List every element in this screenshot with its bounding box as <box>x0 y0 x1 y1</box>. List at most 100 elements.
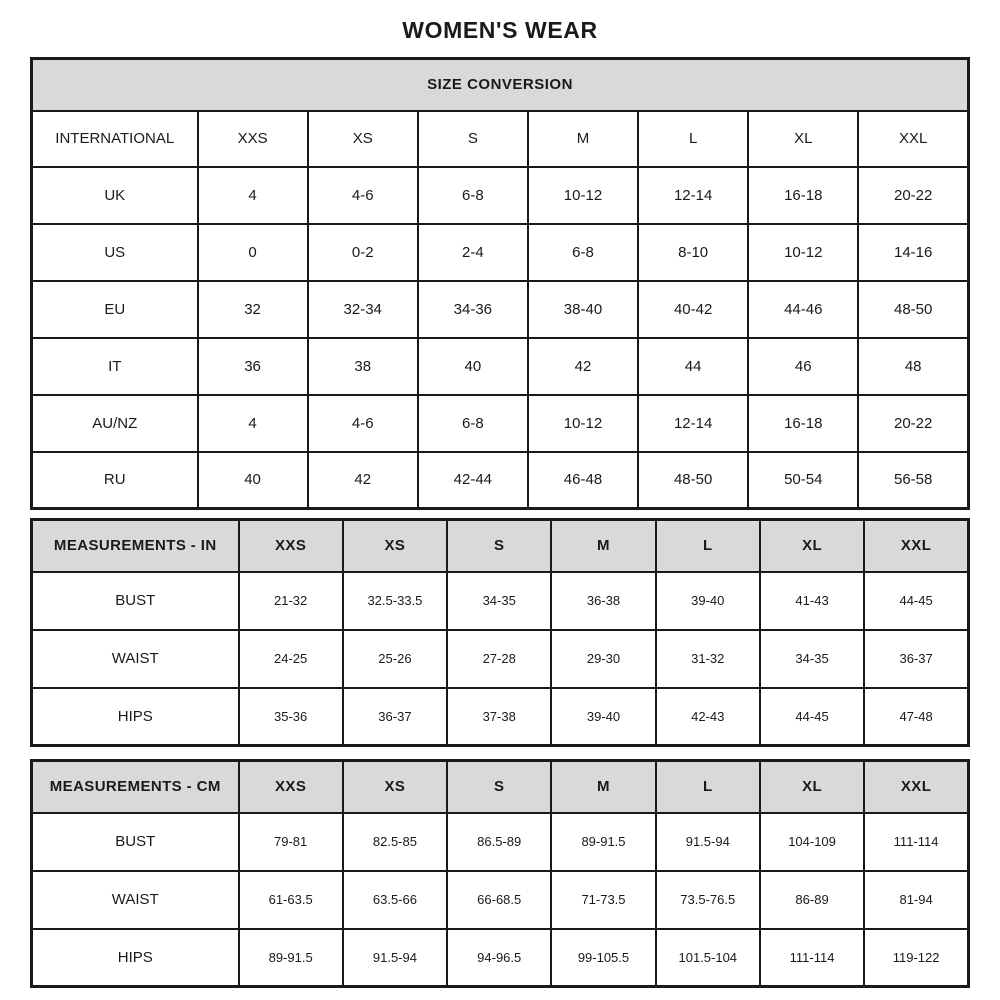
size-value-cell: 40 <box>416 336 529 396</box>
size-value-cell: 79-81 <box>237 811 344 872</box>
size-value-cell: 0-2 <box>306 222 419 282</box>
table-row: WAIST 24-25 25-26 27-28 29-30 31-32 34-35 36-37 <box>30 628 970 689</box>
size-value-cell: 73.5-76.5 <box>654 869 761 930</box>
size-col-header: XXS <box>196 109 309 168</box>
size-conversion-title: SIZE CONVERSION <box>30 57 970 112</box>
size-value-cell: 38-40 <box>526 279 640 339</box>
size-value-cell: 119-122 <box>863 927 970 988</box>
size-value-cell: 89-91.5 <box>237 927 344 988</box>
size-value-cell: 38 <box>306 336 419 396</box>
size-value-cell: 101.5-104 <box>654 927 761 988</box>
size-value-cell: 10-12 <box>747 222 860 282</box>
size-value-cell: 46 <box>747 336 860 396</box>
size-value-cell: 10-12 <box>526 165 640 225</box>
size-value-cell: 21-32 <box>237 570 344 631</box>
size-value-cell: 48-50 <box>857 279 970 339</box>
size-value-cell: 71-73.5 <box>550 869 657 930</box>
size-col-header: XS <box>306 109 419 168</box>
size-col-header: S <box>446 518 553 573</box>
size-value-cell: 44-45 <box>863 570 970 631</box>
size-col-header: XXL <box>863 759 970 814</box>
region-row-label: UK <box>30 165 199 225</box>
size-col-header: XS <box>341 518 449 573</box>
region-row-label: IT <box>30 336 199 396</box>
measurement-row-label: WAIST <box>30 869 240 930</box>
table-row: BUST 21-32 32.5-33.5 34-35 36-38 39-40 41-43 44… <box>30 570 970 631</box>
size-col-header: M <box>550 759 657 814</box>
size-value-cell: 47-48 <box>863 686 970 747</box>
size-value-cell: 6-8 <box>416 165 529 225</box>
page-title: WOMEN'S WEAR <box>402 17 598 43</box>
measurement-row-label: WAIST <box>30 628 240 689</box>
size-value-cell: 86-89 <box>758 869 866 930</box>
size-value-cell: 6-8 <box>526 222 640 282</box>
size-value-cell: 46-48 <box>526 450 640 510</box>
measurement-row-label: BUST <box>30 811 240 872</box>
size-value-cell: 39-40 <box>550 686 657 747</box>
size-value-cell: 25-26 <box>341 628 449 689</box>
size-value-cell: 34-35 <box>446 570 553 631</box>
size-col-header: S <box>416 109 529 168</box>
size-col-header: XXS <box>237 759 344 814</box>
size-value-cell: 42 <box>526 336 640 396</box>
size-value-cell: 20-22 <box>857 393 970 453</box>
measurements-cm-body: MEASUREMENTS - CM XXS XS S M L XL XXL BUST 79-81 8… <box>30 759 970 988</box>
size-value-cell: 4-6 <box>306 393 419 453</box>
size-value-cell: 31-32 <box>654 628 761 689</box>
table-row: AU/NZ 4 4-6 6-8 10-12 12-14 16-18 20-22 <box>30 393 970 453</box>
size-value-cell: 32-34 <box>306 279 419 339</box>
size-value-cell: 42 <box>306 450 419 510</box>
table-row: HIPS 89-91.5 91.5-94 94-96.5 99-105.5 101.5-1… <box>30 927 970 988</box>
size-col-header: XXS <box>237 518 344 573</box>
size-value-cell: 40-42 <box>637 279 750 339</box>
size-value-cell: 42-44 <box>416 450 529 510</box>
size-conversion-body: SIZE CONVERSION INTERNATIONAL XXS XS S M L XL X… <box>30 57 970 510</box>
size-value-cell: 44-45 <box>758 686 866 747</box>
size-col-header: XXL <box>857 109 970 168</box>
size-value-cell: 16-18 <box>747 165 860 225</box>
size-value-cell: 48 <box>857 336 970 396</box>
size-value-cell: 35-36 <box>237 686 344 747</box>
table-row: HIPS 35-36 36-37 37-38 39-40 42-43 44-45 47-48 <box>30 686 970 747</box>
size-col-header: M <box>526 109 640 168</box>
size-value-cell: 10-12 <box>526 393 640 453</box>
table-row: UK 4 4-6 6-8 10-12 12-14 16-18 20-22 <box>30 165 970 225</box>
size-conversion-table: SIZE CONVERSION INTERNATIONAL XXS XS S M L XL X… <box>30 57 970 510</box>
size-value-cell: 50-54 <box>747 450 860 510</box>
size-value-cell: 91.5-94 <box>341 927 449 988</box>
table-row: RU 40 42 42-44 46-48 48-50 50-54 56-58 <box>30 450 970 510</box>
size-col-header: XXL <box>863 518 970 573</box>
region-row-label: RU <box>30 450 199 510</box>
size-value-cell: 32 <box>196 279 309 339</box>
size-col-header: XS <box>341 759 449 814</box>
size-value-cell: 94-96.5 <box>446 927 553 988</box>
size-value-cell: 20-22 <box>857 165 970 225</box>
size-value-cell: 4-6 <box>306 165 419 225</box>
measurements-in-body: MEASUREMENTS - IN XXS XS S M L XL XXL BUST 21-32 3… <box>30 518 970 747</box>
size-value-cell: 0 <box>196 222 309 282</box>
size-value-cell: 61-63.5 <box>237 869 344 930</box>
size-col-header: L <box>654 518 761 573</box>
size-value-cell: 66-68.5 <box>446 869 553 930</box>
region-row-label: AU/NZ <box>30 393 199 453</box>
size-value-cell: 4 <box>196 393 309 453</box>
measurement-row-label: HIPS <box>30 686 240 747</box>
size-value-cell: 12-14 <box>637 165 750 225</box>
size-col-header: M <box>550 518 657 573</box>
size-value-cell: 37-38 <box>446 686 553 747</box>
size-header-row: MEASUREMENTS - CM XXS XS S M L XL XXL <box>30 759 970 814</box>
size-value-cell: 42-43 <box>654 686 761 747</box>
size-value-cell: 4 <box>196 165 309 225</box>
size-value-cell: 34-36 <box>416 279 529 339</box>
size-col-header: L <box>654 759 761 814</box>
size-col-header: XL <box>747 109 860 168</box>
size-value-cell: 89-91.5 <box>550 811 657 872</box>
size-value-cell: 24-25 <box>237 628 344 689</box>
size-value-cell: 86.5-89 <box>446 811 553 872</box>
size-value-cell: 104-109 <box>758 811 866 872</box>
size-col-header: XL <box>758 759 866 814</box>
table-title-row: SIZE CONVERSION <box>30 57 970 112</box>
measurement-row-label: HIPS <box>30 927 240 988</box>
size-value-cell: 99-105.5 <box>550 927 657 988</box>
